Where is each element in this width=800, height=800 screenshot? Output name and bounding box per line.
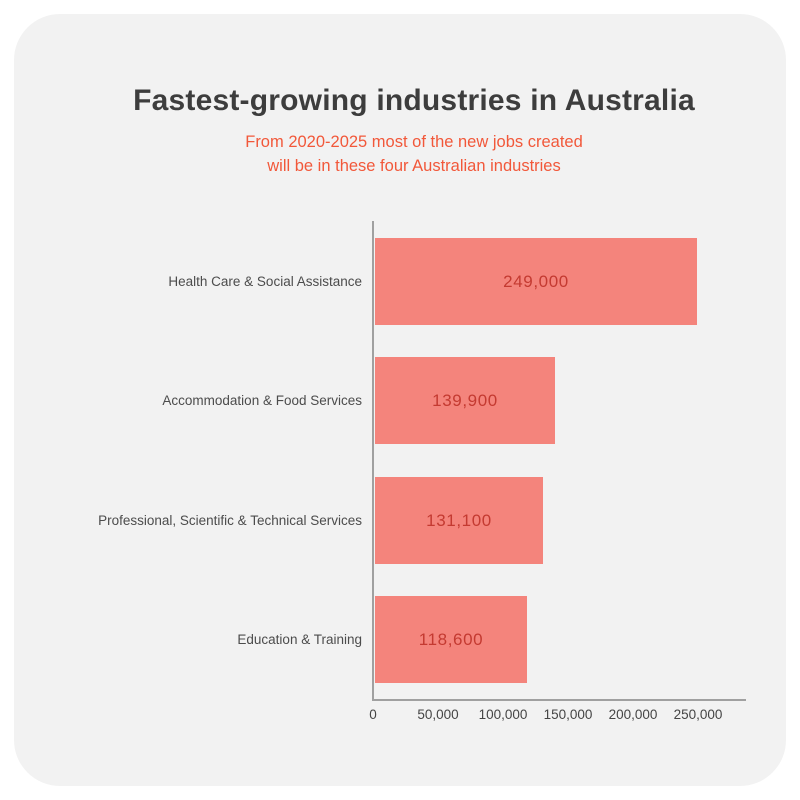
infographic-card: Fastest-growing industries in Australia … xyxy=(14,14,786,786)
bar: 118,600 xyxy=(375,596,527,683)
x-axis-tick-label: 200,000 xyxy=(608,707,658,722)
x-axis-tick-label: 0 xyxy=(369,707,377,722)
category-label: Education & Training xyxy=(237,632,362,647)
chart-subtitle-line1: From 2020-2025 most of the new jobs crea… xyxy=(245,133,583,151)
x-axis-tick-label: 150,000 xyxy=(543,707,593,722)
bar-chart: Health Care & Social Assistance 249,000 Ac… xyxy=(14,14,800,800)
x-axis-tick-label: 50,000 xyxy=(417,707,459,722)
x-axis-tick-label: 100,000 xyxy=(478,707,528,722)
bar: 139,900 xyxy=(375,357,555,444)
bar-value-label: 139,900 xyxy=(432,390,498,410)
category-label: Accommodation & Food Services xyxy=(162,393,362,408)
y-axis-line xyxy=(372,221,374,701)
bar: 249,000 xyxy=(375,238,697,325)
chart-subtitle-line2: will be in these four Australian industr… xyxy=(267,157,561,175)
chart-subtitle: From 2020-2025 most of the new jobs crea… xyxy=(14,130,800,178)
x-axis-tick-label: 250,000 xyxy=(673,707,723,722)
category-label: Health Care & Social Assistance xyxy=(168,274,362,289)
x-axis-line xyxy=(372,699,746,701)
category-label: Professional, Scientific & Technical Ser… xyxy=(98,513,362,528)
bar-value-label: 118,600 xyxy=(418,629,484,649)
bar: 131,100 xyxy=(375,477,543,564)
bar-value-label: 131,100 xyxy=(426,510,492,530)
bar-value-label: 249,000 xyxy=(503,271,569,291)
chart-title: Fastest-growing industries in Australia xyxy=(133,84,695,117)
